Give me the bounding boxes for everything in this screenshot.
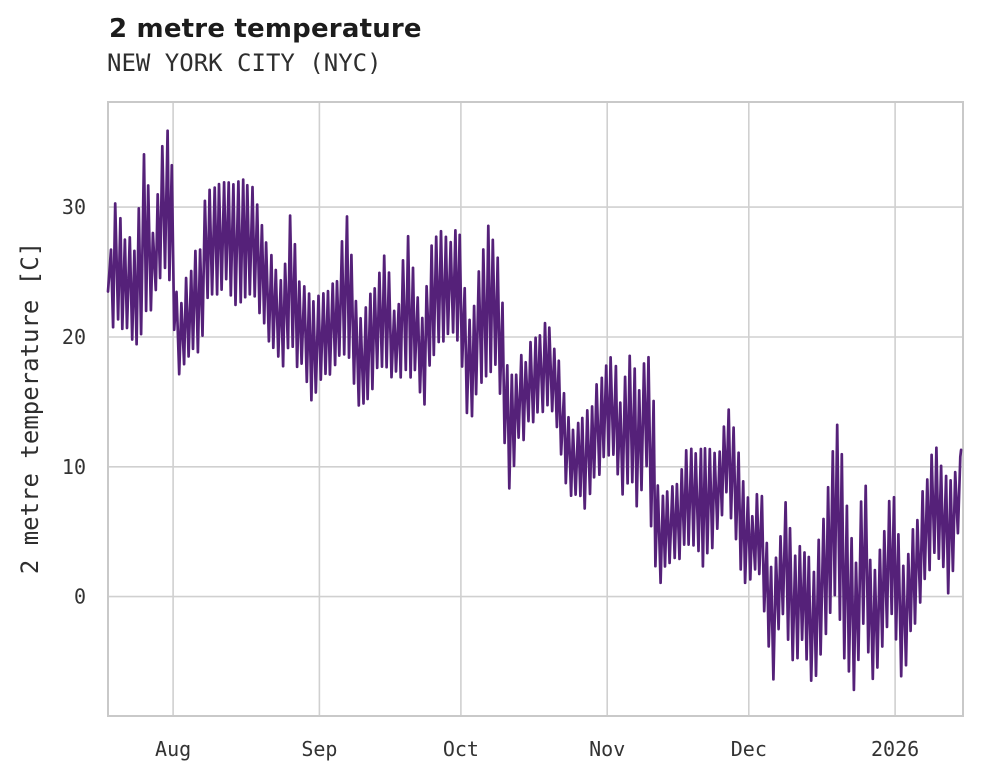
x-tick-label: Sep [301, 737, 337, 761]
y-tick-label: 20 [62, 325, 86, 349]
x-tick-label: Nov [589, 737, 625, 761]
x-tick-label: Dec [731, 737, 767, 761]
plot-border [107, 101, 964, 717]
temperature-line [106, 129, 963, 692]
y-tick-label: 0 [74, 585, 86, 609]
y-tick-label: 10 [62, 455, 86, 479]
x-tick-label: 2026 [871, 737, 919, 761]
x-tick-label: Aug [155, 737, 191, 761]
chart-subtitle: NEW YORK CITY (NYC) [107, 49, 382, 77]
x-tick-label: Oct [443, 737, 479, 761]
y-tick-label: 30 [62, 195, 86, 219]
chart-title: 2 metre temperature [109, 14, 422, 44]
